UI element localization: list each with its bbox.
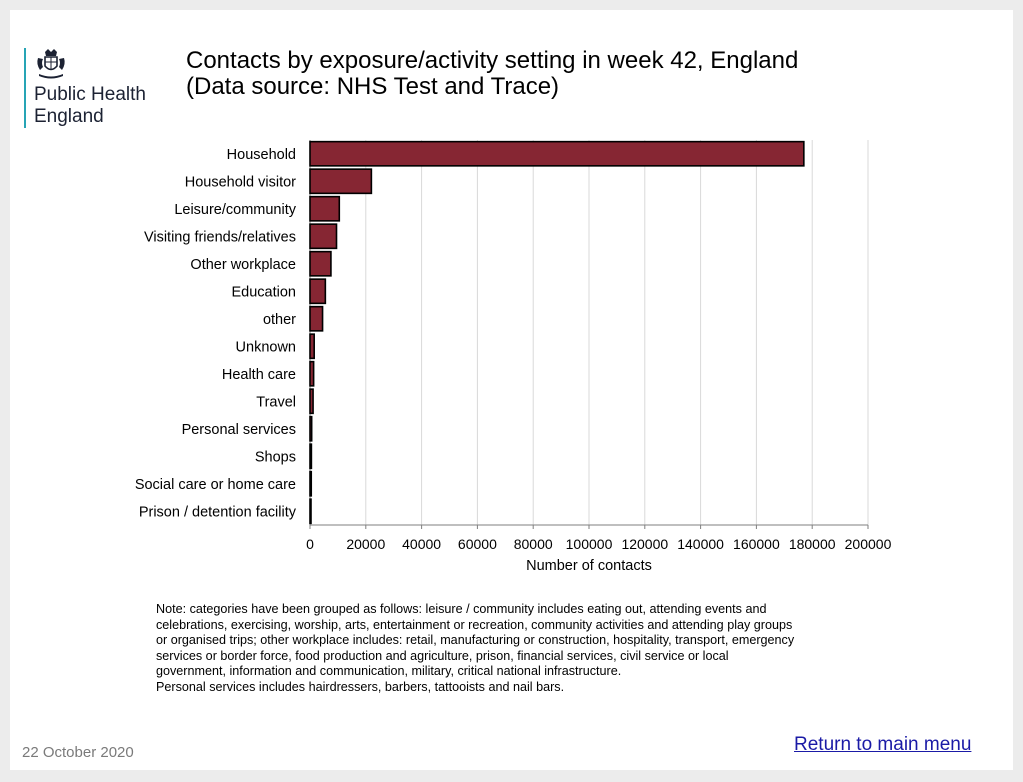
x-tick-label-9: 180000 xyxy=(789,536,836,552)
category-label-12: Social care or home care xyxy=(135,477,296,493)
bar-11 xyxy=(309,443,313,470)
category-label-8: Health care xyxy=(222,367,296,383)
chart-title-line-2: (Data source: NHS Test and Trace) xyxy=(186,73,560,100)
bar-12 xyxy=(309,470,313,497)
note-line-2: celebrations, exercising, worship, arts,… xyxy=(156,617,793,632)
x-tick-label-3: 60000 xyxy=(458,536,497,552)
note-line-4: services or border force, food productio… xyxy=(156,648,729,663)
category-label-4: Other workplace xyxy=(190,257,296,273)
royal-coat-of-arms-icon xyxy=(37,49,65,79)
category-label-5: Education xyxy=(232,284,297,300)
x-tick-label-8: 160000 xyxy=(733,536,780,552)
category-label-2: Leisure/community xyxy=(174,202,296,218)
logo-line-1: Public Health xyxy=(34,84,146,105)
x-tick-label-10: 200000 xyxy=(845,536,892,552)
note-line-6: Personal services includes hairdressers,… xyxy=(156,679,565,694)
bar-2 xyxy=(309,195,341,222)
x-axis-label: Number of contacts xyxy=(526,558,652,574)
note-line-3: or organised trips; other workplace incl… xyxy=(156,633,795,648)
category-label-10: Personal services xyxy=(182,422,296,438)
bar-8 xyxy=(309,360,315,387)
bar-chart: Household Household visitor Leisure/commun… xyxy=(135,140,892,574)
bar-3 xyxy=(309,223,338,250)
phe-logo: Public Health England xyxy=(24,48,164,128)
bar-7 xyxy=(309,333,315,360)
category-label-0: Household xyxy=(227,147,296,163)
category-label-7: Unknown xyxy=(236,339,296,355)
slide: Public Health England Contacts by exposu… xyxy=(10,10,1013,770)
x-tick-label-5: 100000 xyxy=(566,536,613,552)
x-tick-label-7: 140000 xyxy=(677,536,724,552)
chart-note: Note: categories have been grouped as fo… xyxy=(156,602,896,696)
bar-4 xyxy=(309,250,332,277)
note-line-1: Note: categories have been grouped as fo… xyxy=(156,602,767,616)
category-label-1: Household visitor xyxy=(185,174,296,190)
x-tick-label-0: 0 xyxy=(306,536,314,552)
category-label-11: Shops xyxy=(255,449,296,465)
category-label-6: other xyxy=(263,312,296,328)
bar-5 xyxy=(309,278,327,305)
category-label-3: Visiting friends/relatives xyxy=(144,229,296,245)
slide-date: 22 October 2020 xyxy=(22,744,134,761)
bar-6 xyxy=(309,305,324,332)
category-label-9: Travel xyxy=(256,394,296,410)
bar-0 xyxy=(309,140,805,167)
chart-title-line-1: Contacts by exposure/activity setting in… xyxy=(186,47,799,74)
logo-line-2: England xyxy=(34,106,104,127)
return-to-main-menu-link[interactable]: Return to main menu xyxy=(794,734,972,755)
bar-9 xyxy=(309,388,314,415)
bar-10 xyxy=(309,415,313,442)
x-tick-label-6: 120000 xyxy=(621,536,668,552)
chart-title: Contacts by exposure/activity setting in… xyxy=(186,48,946,100)
x-tick-label-2: 40000 xyxy=(402,536,441,552)
bar-1 xyxy=(309,168,373,195)
x-tick-label-4: 80000 xyxy=(514,536,553,552)
x-tick-label-1: 20000 xyxy=(346,536,385,552)
note-line-5: government, information and communicatio… xyxy=(156,664,622,679)
bar-13 xyxy=(309,498,312,525)
category-label-13: Prison / detention facility xyxy=(139,504,297,520)
